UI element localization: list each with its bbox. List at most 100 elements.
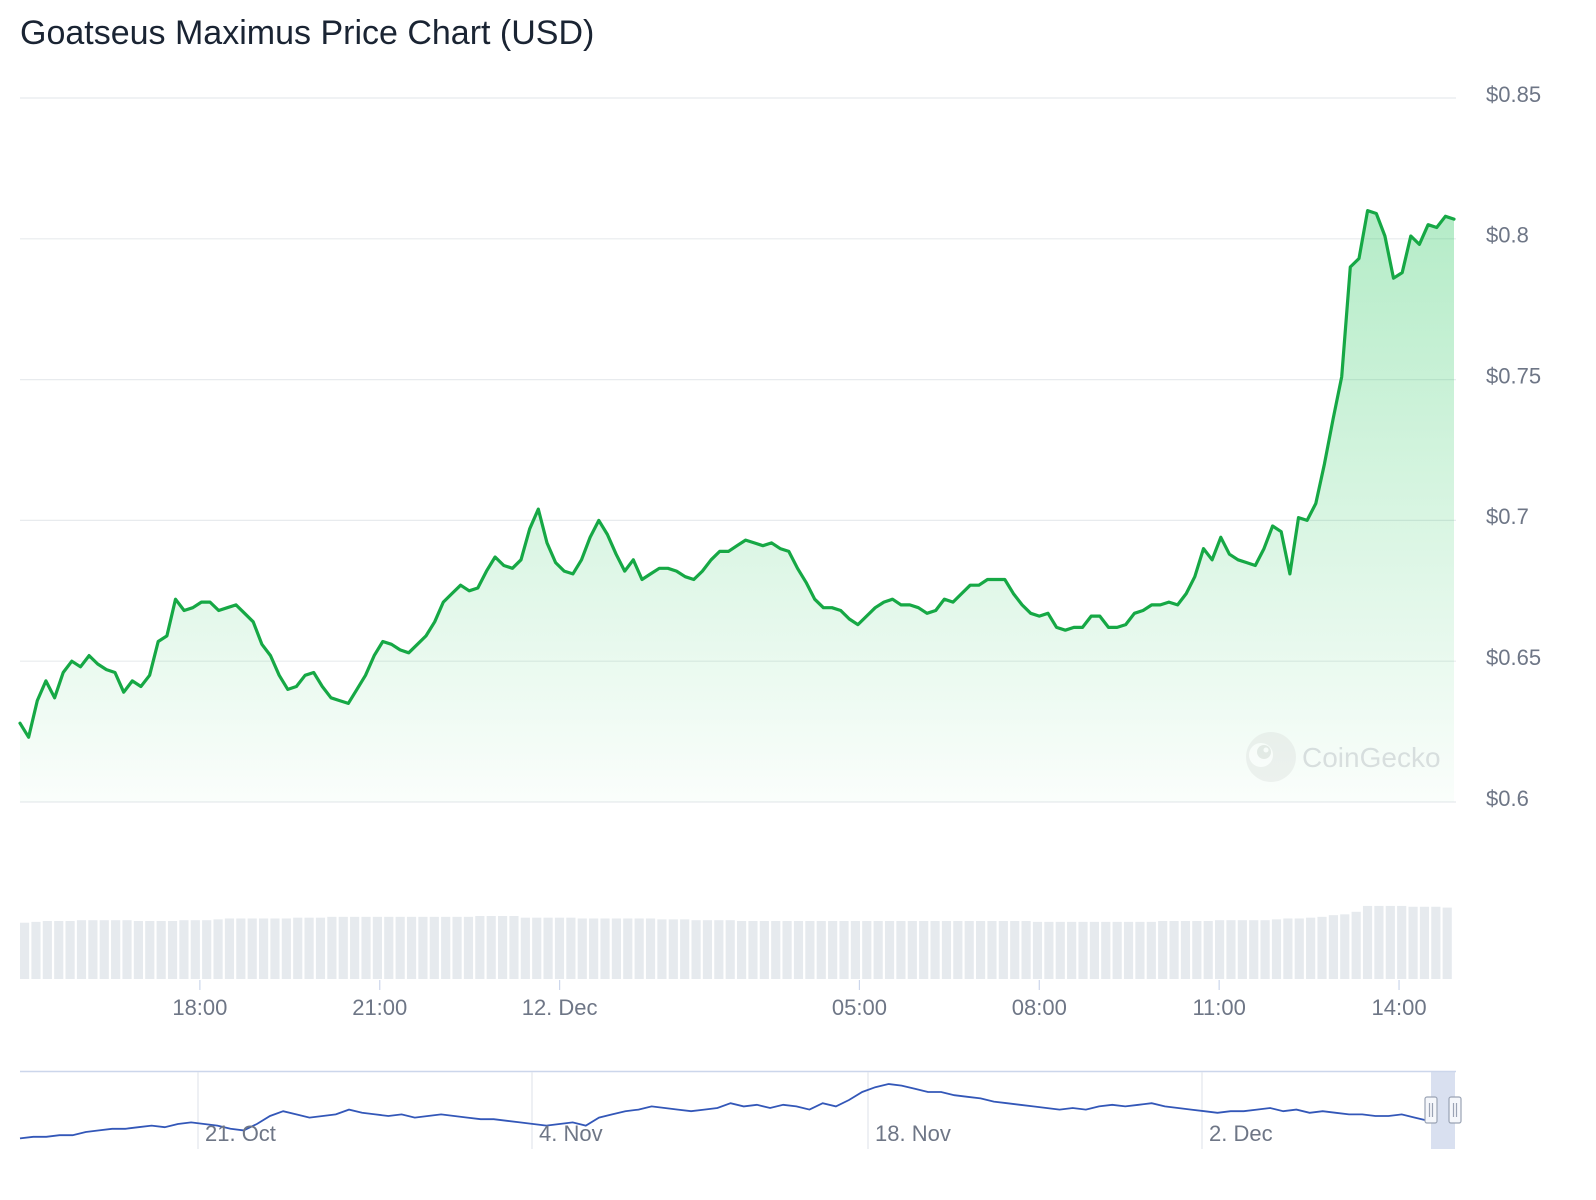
volume-bar bbox=[224, 918, 235, 979]
coingecko-watermark: CoinGecko bbox=[1246, 732, 1441, 782]
navigator-labels: 21. Oct 4. Nov 18. Nov 2. Dec bbox=[205, 1121, 1273, 1146]
navigator-tick-label: 21. Oct bbox=[205, 1121, 276, 1146]
volume-bar bbox=[42, 921, 52, 979]
volume-bar bbox=[20, 922, 30, 979]
volume-bar bbox=[1249, 920, 1259, 979]
volume-bar bbox=[930, 921, 940, 979]
navigator[interactable]: 21. Oct 4. Nov 18. Nov 2. Dec bbox=[19, 1070, 1462, 1149]
volume-bar bbox=[1101, 921, 1111, 979]
volume-bar bbox=[816, 921, 826, 979]
price-area-fill bbox=[20, 210, 1454, 803]
volume-bar bbox=[88, 920, 98, 979]
volume-bar bbox=[862, 921, 872, 979]
volume-bar bbox=[554, 917, 565, 979]
volume-bar bbox=[1340, 914, 1350, 979]
volume-bar bbox=[759, 921, 769, 979]
volume-bar bbox=[1192, 921, 1202, 979]
volume-bar bbox=[953, 921, 963, 979]
volume-bar bbox=[1408, 906, 1418, 979]
volume-bar bbox=[1032, 921, 1043, 979]
navigator-grid bbox=[197, 1072, 1203, 1149]
volume-bar bbox=[406, 916, 417, 979]
x-tick-label: 21:00 bbox=[352, 995, 407, 1020]
volume-bar bbox=[247, 918, 257, 979]
volume-bar bbox=[623, 918, 633, 979]
volume-bar bbox=[293, 917, 303, 979]
volume-bar bbox=[714, 920, 724, 979]
volume-bar bbox=[498, 916, 508, 979]
volume-bar bbox=[657, 919, 667, 979]
volume-bar bbox=[1317, 916, 1327, 979]
navigator-tick-label: 18. Nov bbox=[875, 1121, 951, 1146]
volume-bar bbox=[941, 921, 952, 979]
volume-bar bbox=[907, 921, 917, 979]
volume-bar bbox=[54, 921, 64, 979]
volume-bar bbox=[65, 921, 75, 979]
volume-bar bbox=[441, 916, 451, 979]
volume-bar bbox=[304, 917, 314, 979]
volume-bar bbox=[475, 916, 485, 979]
volume-bar bbox=[509, 916, 519, 979]
x-tick-label: 14:00 bbox=[1372, 995, 1427, 1020]
volume-bar bbox=[1260, 920, 1270, 979]
volume-bar bbox=[1419, 906, 1430, 979]
x-axis: 18:00 21:00 12. Dec 05:00 08:00 11:00 14:00 bbox=[172, 980, 1427, 1020]
volume-bar bbox=[725, 920, 735, 979]
volume-bar bbox=[1237, 920, 1247, 979]
y-tick-label: $0.6 bbox=[1486, 786, 1529, 811]
navigator-series-line bbox=[19, 1083, 1429, 1140]
volume-bar bbox=[566, 917, 576, 979]
volume-bar bbox=[577, 918, 587, 979]
volume-bar bbox=[395, 916, 405, 979]
volume-bar bbox=[702, 920, 713, 979]
volume-bar bbox=[259, 918, 269, 979]
navigator-background bbox=[20, 1071, 1454, 1149]
volume-bar bbox=[532, 917, 542, 979]
volume-bar bbox=[987, 921, 997, 979]
volume-bar bbox=[1442, 907, 1452, 979]
y-tick-label: $0.8 bbox=[1486, 223, 1529, 248]
navigator-tick-label: 2. Dec bbox=[1209, 1121, 1273, 1146]
navigator-handle-right[interactable] bbox=[1448, 1096, 1462, 1124]
price-series-line bbox=[18, 209, 1456, 739]
volume-bar bbox=[1169, 921, 1179, 979]
volume-bar bbox=[1328, 915, 1338, 979]
x-tick-label: 11:00 bbox=[1192, 995, 1245, 1020]
volume-bar bbox=[133, 921, 143, 979]
volume-bar bbox=[179, 920, 189, 979]
volume-bar bbox=[384, 916, 394, 979]
navigator-handle-left[interactable] bbox=[1424, 1096, 1438, 1124]
volume-bar bbox=[884, 921, 895, 979]
volume-bar bbox=[998, 921, 1008, 979]
volume-bar bbox=[1158, 921, 1168, 979]
volume-bar bbox=[691, 920, 701, 979]
volume-bar bbox=[270, 918, 280, 979]
volume-bar bbox=[202, 920, 212, 979]
volume-bar bbox=[919, 921, 929, 979]
volume-bar bbox=[76, 920, 87, 979]
volume-bar bbox=[1135, 921, 1145, 979]
volume-bar bbox=[1044, 921, 1054, 979]
y-tick-label: $0.85 bbox=[1486, 82, 1541, 107]
volume-bar bbox=[190, 920, 200, 979]
volume-bar bbox=[1306, 917, 1316, 979]
volume-bar bbox=[1078, 921, 1088, 979]
volume-bar bbox=[828, 921, 838, 979]
chart-title: Goatseus Maximus Price Chart (USD) bbox=[20, 14, 595, 52]
volume-bar bbox=[737, 921, 747, 979]
volume-bar bbox=[873, 921, 883, 979]
volume-bar bbox=[1271, 919, 1282, 979]
volume-bar bbox=[1010, 921, 1020, 979]
volume-bar bbox=[520, 917, 530, 979]
volume-bar bbox=[156, 921, 166, 979]
gecko-logo-icon bbox=[1246, 732, 1296, 782]
volume-bar bbox=[338, 916, 348, 979]
price-line bbox=[18, 209, 1456, 739]
volume-bar bbox=[1123, 921, 1134, 979]
volume-bar bbox=[361, 916, 371, 979]
volume-bar bbox=[850, 921, 860, 979]
y-tick-label: $0.65 bbox=[1486, 645, 1541, 670]
volume-bar bbox=[793, 921, 804, 979]
volume-bar bbox=[611, 918, 621, 979]
